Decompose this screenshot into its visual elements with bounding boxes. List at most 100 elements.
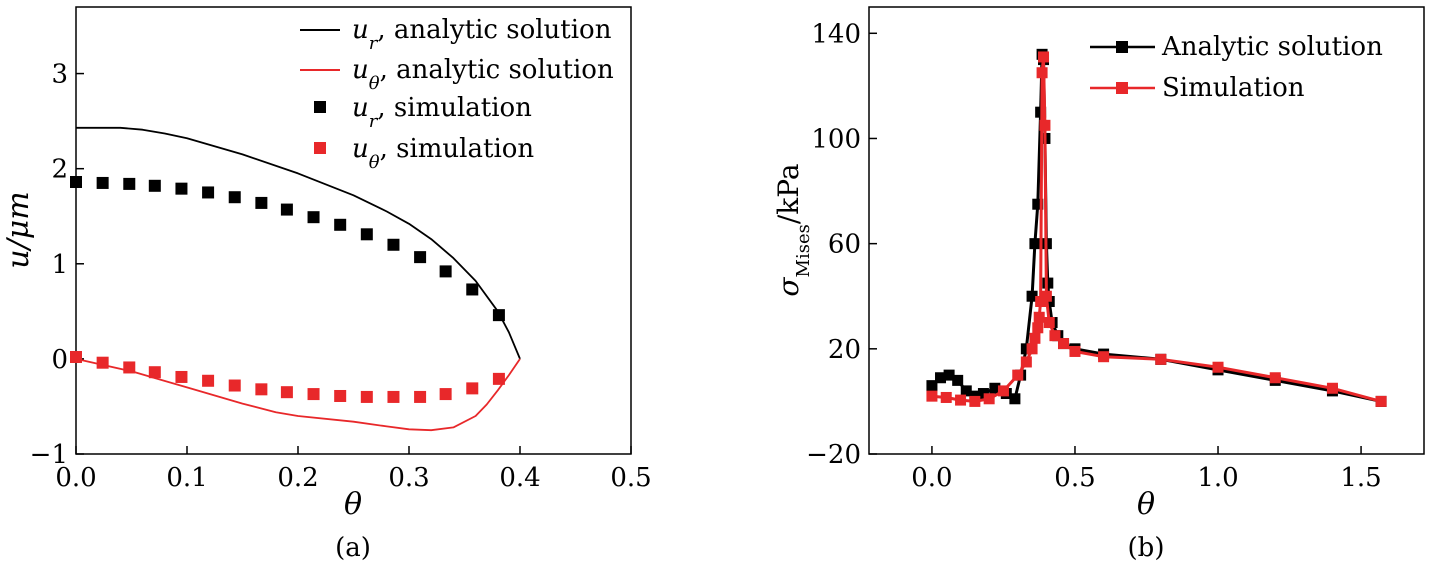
- x-axis-a: 0.0 0.1 0.2 0.3 0.4 0.5: [55, 446, 652, 493]
- data-point-u-θ-simulation: [334, 389, 347, 402]
- x-tick-label: 0.4: [499, 463, 540, 493]
- y-tick-label: 3: [51, 60, 68, 90]
- data-point-analytic-solution: [989, 382, 1001, 394]
- data-point-u-θ-simulation: [414, 390, 427, 403]
- data-point-u-θ-simulation: [255, 383, 268, 396]
- data-point-u-r-simulation: [255, 196, 268, 209]
- x-axis-title-a: θ: [344, 487, 362, 522]
- data-point-simulation: [1375, 395, 1387, 407]
- legend-a: ur, analytic solution uθ, analytic solut…: [300, 15, 614, 173]
- data-point-simulation: [1026, 343, 1038, 355]
- data-point-analytic-solution: [935, 372, 947, 384]
- series-line-analytic-solution: [930, 52, 1382, 403]
- data-point-u-r-simulation: [360, 228, 373, 241]
- data-point-simulation: [983, 393, 995, 405]
- y-axis-title-b: σMises/kPa: [772, 163, 814, 296]
- y-tick-label: −1: [30, 440, 68, 470]
- x-tick-label: 0.5: [1054, 463, 1095, 493]
- y-axis-title-a: u/μm: [1, 191, 36, 268]
- x-tick-label: 0.1: [166, 463, 207, 493]
- data-point-simulation: [955, 394, 967, 406]
- data-point-analytic-solution: [977, 388, 989, 400]
- data-point-simulation: [1326, 382, 1338, 394]
- data-point-u-r-simulation: [148, 179, 161, 192]
- data-point-u-r-simulation: [96, 176, 109, 189]
- y-tick-label: 20: [828, 335, 861, 365]
- x-tick-label: 0.2: [277, 463, 318, 493]
- data-point-simulation: [926, 390, 938, 402]
- legend-label-analytic: Analytic solution: [1161, 32, 1383, 62]
- data-point-simulation: [1032, 322, 1044, 334]
- y-axis-b: −20 20 60 100 140: [806, 19, 877, 470]
- data-point-u-θ-simulation: [70, 350, 82, 363]
- series-line-u-θ-analytic-solution: [75, 358, 521, 432]
- legend-b: Analytic solution Simulation: [1090, 32, 1383, 103]
- series-b: [926, 48, 1387, 407]
- data-point-u-r-simulation: [466, 283, 479, 296]
- legend-label-utheta-sim: uθ, simulation: [352, 134, 534, 173]
- data-point-simulation: [1269, 372, 1281, 384]
- data-point-simulation: [1040, 290, 1052, 302]
- x-axis-b: 0.0 0.5 1.0 1.5: [911, 446, 1382, 493]
- plot-frame-a: [75, 6, 632, 455]
- data-point-u-θ-simulation: [360, 390, 373, 403]
- data-point-analytic-solution: [1009, 393, 1021, 405]
- data-point-simulation: [1098, 351, 1110, 363]
- data-point-u-θ-simulation: [492, 372, 505, 385]
- data-point-u-r-simulation: [492, 309, 505, 322]
- data-point-simulation: [1049, 330, 1061, 342]
- data-point-simulation: [1035, 295, 1047, 307]
- data-point-u-θ-simulation: [387, 390, 400, 403]
- legend-swatch-utheta-sim: [314, 142, 326, 154]
- data-point-u-r-simulation: [387, 238, 400, 251]
- data-point-analytic-solution: [1026, 290, 1038, 302]
- data-point-u-r-simulation: [280, 203, 293, 216]
- data-point-u-r-simulation: [414, 251, 427, 264]
- data-point-u-θ-simulation: [202, 374, 215, 387]
- data-point-u-r-simulation: [439, 265, 452, 278]
- y-tick-label: 60: [828, 230, 861, 260]
- x-tick-label: 0.3: [388, 463, 429, 493]
- legend-label-ur-sim: ur, simulation: [352, 93, 532, 132]
- y-tick-label: 0: [51, 345, 68, 375]
- legend-marker-analytic: [1116, 41, 1128, 53]
- data-point-simulation: [1033, 311, 1045, 323]
- x-tick-label: 0.0: [55, 463, 96, 493]
- caption-a: (a): [335, 533, 371, 563]
- data-point-u-θ-simulation: [307, 388, 320, 401]
- x-tick-label: 1.5: [1340, 463, 1381, 493]
- x-axis-title-b: θ: [1137, 487, 1155, 522]
- data-point-u-r-simulation: [202, 186, 215, 199]
- data-point-simulation: [1155, 353, 1167, 365]
- data-point-u-θ-simulation: [280, 386, 293, 399]
- data-point-simulation: [1058, 338, 1070, 350]
- data-point-analytic-solution: [960, 385, 972, 397]
- x-tick-label: 0.0: [911, 463, 952, 493]
- data-point-simulation: [1038, 51, 1050, 63]
- data-point-analytic-solution: [1032, 198, 1044, 210]
- data-point-simulation: [1043, 317, 1055, 329]
- y-tick-label: 140: [811, 19, 861, 49]
- data-point-analytic-solution: [926, 380, 938, 392]
- data-point-simulation: [1020, 356, 1032, 368]
- data-point-u-r-simulation: [70, 175, 82, 188]
- legend-label-ur-analytic: ur, analytic solution: [352, 15, 612, 54]
- data-point-simulation: [1036, 67, 1048, 79]
- data-point-simulation: [940, 391, 952, 403]
- y-tick-label: 1: [51, 250, 68, 280]
- data-point-simulation: [1069, 345, 1081, 357]
- data-point-u-θ-simulation: [175, 370, 188, 383]
- series-line-simulation: [931, 55, 1382, 403]
- y-tick-label: −20: [806, 440, 861, 470]
- data-point-simulation: [1212, 361, 1224, 373]
- data-point-u-θ-simulation: [466, 382, 479, 395]
- caption-b: (b): [1128, 533, 1165, 563]
- data-point-simulation: [1029, 332, 1041, 344]
- data-point-simulation: [997, 385, 1009, 397]
- x-tick-label: 0.5: [610, 463, 651, 493]
- legend-swatch-ur-sim: [314, 101, 326, 113]
- data-point-analytic-solution: [952, 374, 964, 386]
- data-point-analytic-solution: [943, 369, 955, 381]
